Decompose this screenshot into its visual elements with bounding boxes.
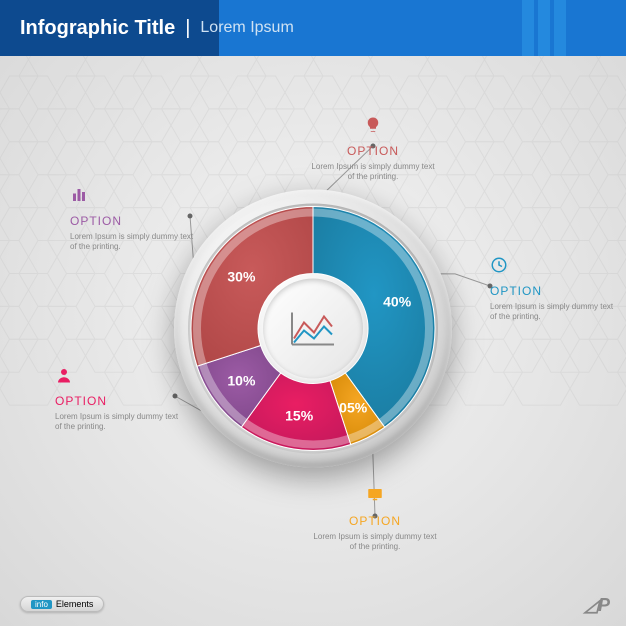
option-title: OPTION: [70, 214, 200, 230]
lightbulb-icon: [308, 116, 438, 140]
option-blue: OPTION Lorem Ipsum is simply dummy text o…: [490, 256, 620, 323]
header-subtitle: Lorem Ipsum: [200, 19, 293, 37]
option-pink: OPTION Lorem Ipsum is simply dummy text o…: [55, 366, 185, 433]
segment-label-blue: 40%: [383, 293, 411, 309]
clock-icon: [490, 256, 620, 280]
header-bar: Infographic Title | Lorem Ipsum: [0, 0, 626, 56]
header-separator: |: [185, 17, 190, 40]
option-red: OPTION Lorem Ipsum is simply dummy text o…: [308, 116, 438, 183]
donut-center: [263, 279, 363, 379]
segment-label-purple: 10%: [227, 373, 255, 389]
donut-chart: 40% 05% 15% 10% 30%: [188, 204, 438, 454]
option-title: OPTION: [308, 144, 438, 160]
option-body: Lorem Ipsum is simply dummy text of the …: [310, 532, 440, 553]
footer-badge-text: Elements: [56, 599, 94, 609]
option-body: Lorem Ipsum is simply dummy text of the …: [308, 162, 438, 183]
option-title: OPTION: [55, 394, 185, 410]
segment-label-pink: 15%: [285, 408, 313, 424]
footer-badge: info Elements: [20, 596, 104, 612]
option-yellow: OPTION Lorem Ipsum is simply dummy text o…: [310, 486, 440, 553]
option-body: Lorem Ipsum is simply dummy text of the …: [55, 412, 185, 433]
segment-label-red: 30%: [227, 268, 255, 284]
option-body: Lorem Ipsum is simply dummy text of the …: [70, 232, 200, 253]
footer-logo: ◿P: [584, 595, 610, 616]
option-title: OPTION: [490, 284, 620, 300]
segment-label-yellow: 05%: [339, 399, 367, 415]
header-title: Infographic Title: [20, 17, 175, 40]
option-body: Lorem Ipsum is simply dummy text of the …: [490, 302, 620, 323]
footer-badge-chip: info: [31, 600, 52, 609]
bars-icon: [70, 186, 200, 210]
infographic-canvas: 40% 05% 15% 10% 30% OPTION Lorem Ipsum is sim…: [0, 56, 626, 626]
option-title: OPTION: [310, 514, 440, 530]
monitor-icon: [310, 486, 440, 510]
header-stripes: [522, 0, 566, 56]
line-chart-icon: [288, 309, 338, 349]
option-purple: OPTION Lorem Ipsum is simply dummy text o…: [70, 186, 200, 253]
person-icon: [55, 366, 185, 390]
